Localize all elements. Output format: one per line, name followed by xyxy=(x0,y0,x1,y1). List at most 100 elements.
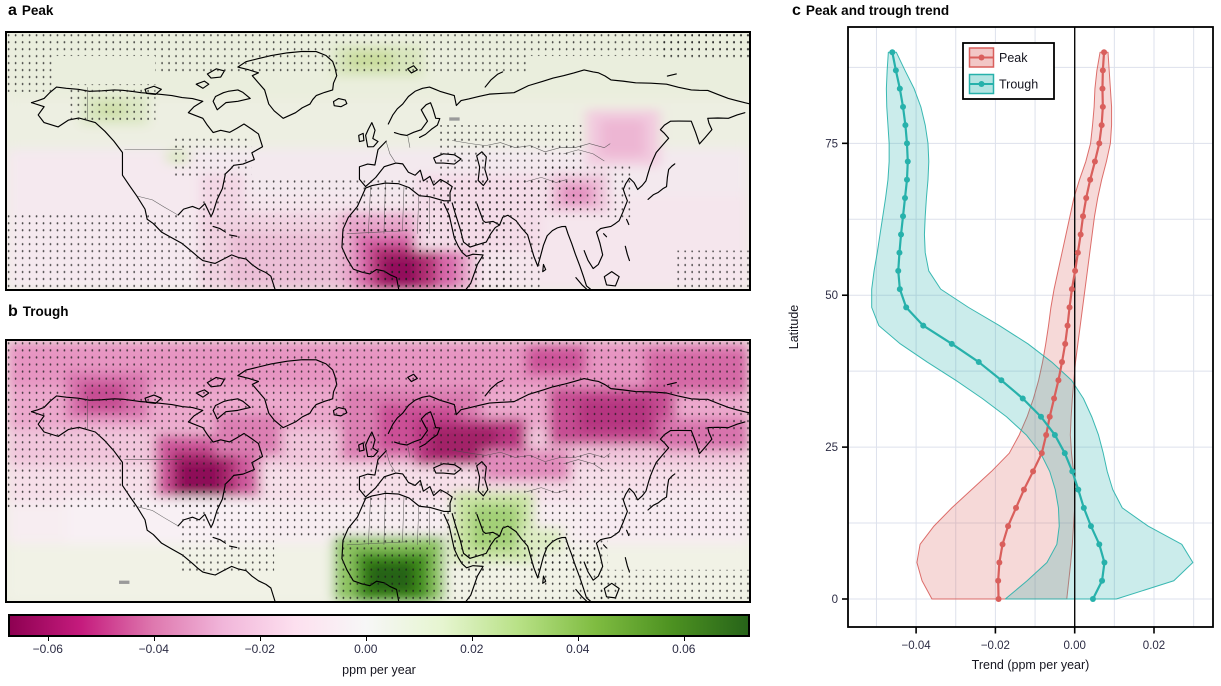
legend-label: Trough xyxy=(999,78,1038,92)
data-point xyxy=(1101,559,1108,566)
x-axis-label: Trend (ppm per year) xyxy=(972,658,1090,672)
data-point xyxy=(1098,122,1105,129)
plot-border xyxy=(847,26,1214,628)
data-point xyxy=(1051,431,1058,438)
colorbar-tick xyxy=(577,636,580,641)
map-peak-frame xyxy=(5,31,751,291)
colorbar-tick xyxy=(365,636,368,641)
data-point xyxy=(1019,395,1026,402)
data-point xyxy=(904,158,911,165)
data-point xyxy=(1077,231,1084,238)
data-point xyxy=(903,176,910,183)
legend: Peak Trough xyxy=(962,42,1055,100)
colorbar-tick-label: 0.00 xyxy=(354,642,378,656)
data-point xyxy=(1099,85,1106,92)
x-tick-label: 0.00 xyxy=(1064,640,1086,652)
data-point xyxy=(1051,395,1058,402)
data-point xyxy=(1030,468,1037,475)
data-point xyxy=(1037,413,1044,420)
x-tick-label: −0.04 xyxy=(902,640,932,652)
data-point xyxy=(1087,176,1094,183)
data-point xyxy=(1072,267,1079,274)
colorbar-tick xyxy=(153,636,156,641)
panel-a-letter: a xyxy=(8,2,17,19)
data-point xyxy=(903,304,910,311)
data-point xyxy=(901,195,908,202)
data-point xyxy=(895,267,902,274)
data-point xyxy=(1020,486,1027,493)
colorbar-tick-label: −0.04 xyxy=(138,642,169,656)
panel-c-letter: c xyxy=(792,2,801,19)
stipple-overlay xyxy=(7,341,749,601)
data-point xyxy=(1038,450,1045,457)
data-point xyxy=(996,559,1003,566)
data-point xyxy=(1096,140,1103,147)
map-trough-frame xyxy=(5,339,751,603)
data-point xyxy=(1099,103,1106,110)
colorbar-caption: ppm per year xyxy=(342,663,416,677)
colorbar-gradient xyxy=(10,616,748,635)
data-point xyxy=(1087,523,1094,530)
panel-b-letter: b xyxy=(8,303,18,320)
data-point xyxy=(902,122,909,129)
panel-c-title: c Peak and trough trend xyxy=(792,1,949,21)
colorbar-tick-label: 0.06 xyxy=(672,642,696,656)
data-point xyxy=(1013,504,1020,511)
series-peak xyxy=(995,49,1108,602)
data-point xyxy=(1068,286,1075,293)
data-point xyxy=(975,359,982,366)
data-point xyxy=(1075,486,1082,493)
colorbar-tick xyxy=(471,636,474,641)
plot-background xyxy=(848,27,1213,627)
y-tick-label: 0 xyxy=(832,594,838,606)
data-point xyxy=(1005,523,1012,530)
data-point xyxy=(896,286,903,293)
axis-ticks xyxy=(842,142,1155,634)
data-point xyxy=(1061,450,1068,457)
series-trough xyxy=(889,49,1108,602)
data-point xyxy=(920,322,927,329)
data-point xyxy=(1099,67,1106,74)
map-trough xyxy=(7,341,749,601)
data-point xyxy=(1101,49,1108,56)
data-point xyxy=(900,103,907,110)
data-point xyxy=(998,377,1005,384)
data-point xyxy=(1080,213,1087,220)
colorbar-tick xyxy=(259,636,262,641)
colorbar-tick-label: −0.06 xyxy=(32,642,63,656)
legend-label: Peak xyxy=(999,51,1028,65)
data-point xyxy=(1069,468,1076,475)
data-point xyxy=(1059,359,1066,366)
data-point xyxy=(1089,596,1096,602)
no-data-mark xyxy=(449,117,460,121)
data-point xyxy=(892,67,899,74)
y-tick-label: 50 xyxy=(825,290,838,302)
colorbar xyxy=(8,614,750,637)
data-point xyxy=(1099,577,1106,584)
data-point xyxy=(948,340,955,347)
data-point xyxy=(995,577,1002,584)
data-point xyxy=(1055,377,1062,384)
panel-c-name: Peak and trough trend xyxy=(805,3,950,18)
data-point xyxy=(903,140,910,147)
colorbar-tick xyxy=(683,636,686,641)
data-point xyxy=(995,596,1002,602)
y-tick-label: 25 xyxy=(825,442,838,454)
panel-a-title: a Peak xyxy=(8,1,53,21)
axis-tick-labels: 0 25 50 75 −0.04 −0.02 0.00 0.02 xyxy=(825,138,1165,652)
y-axis-label: Latitude xyxy=(787,305,801,350)
data-point xyxy=(1091,158,1098,165)
colorbar-tick-label: −0.02 xyxy=(244,642,275,656)
data-point xyxy=(1066,304,1073,311)
data-point xyxy=(1043,431,1050,438)
data-point xyxy=(900,213,907,220)
stipple-overlay xyxy=(7,33,749,289)
colorbar-tick xyxy=(47,636,50,641)
panel-a-name: Peak xyxy=(21,3,54,18)
data-point xyxy=(898,231,905,238)
panel-b-title: b Trough xyxy=(8,302,69,322)
data-point xyxy=(889,49,896,56)
x-tick-label: −0.02 xyxy=(981,640,1010,652)
data-point xyxy=(1096,541,1103,548)
